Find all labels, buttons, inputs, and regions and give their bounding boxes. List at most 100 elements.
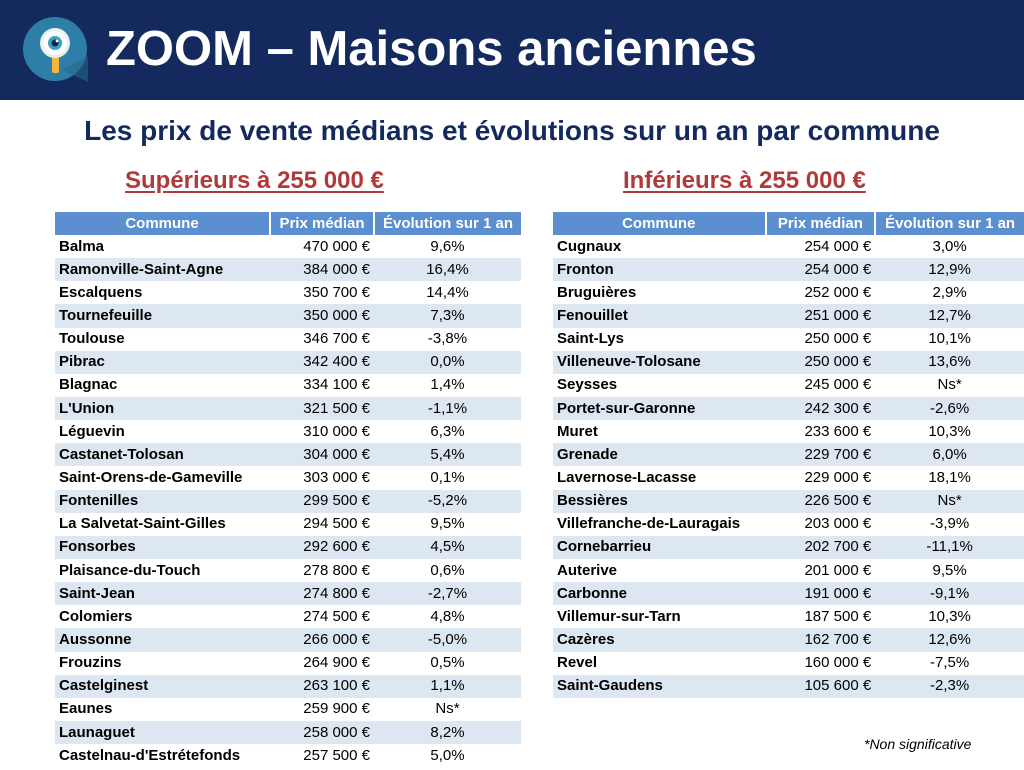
cell-commune: Fronton	[553, 258, 766, 282]
page-subtitle: Les prix de vente médians et évolutions …	[84, 115, 940, 146]
cell-evolution: 10,1%	[875, 327, 1024, 351]
cell-commune: Castelginest	[55, 674, 270, 698]
table-row: La Salvetat-Saint-Gilles 294 500 €9,5%	[55, 512, 521, 536]
cell-prix: 334 100 €	[270, 373, 374, 397]
table-row: Auterive 201 000 €9,5%	[553, 558, 1024, 583]
table-row: Cazères 162 700 €12,6%	[553, 628, 1024, 652]
table-row: Ramonville-Saint-Agne 384 000 €16,4%	[55, 258, 521, 282]
cell-prix: 321 500 €	[270, 396, 374, 421]
cell-commune: Seysses	[553, 373, 766, 397]
cell-prix: 274 800 €	[270, 582, 374, 606]
cell-commune: Castelnau-d'Estrétefonds	[55, 744, 270, 768]
cell-evolution: 6,3%	[374, 420, 521, 444]
table-row: Fontenilles 299 500 € -5,2%	[55, 489, 521, 513]
table-row: Saint-Orens-de-Gameville 303 000 €0,1%	[55, 466, 521, 490]
table-row: Villefranche-de-Lauragais 203 000 € -3,9%	[553, 512, 1024, 536]
cell-evolution: 0,5%	[374, 651, 521, 675]
cell-evolution: -7,5%	[875, 651, 1024, 675]
cell-commune: Carbonne	[553, 582, 766, 606]
cell-evolution: 12,7%	[875, 304, 1024, 328]
cell-prix: 258 000 €	[270, 720, 374, 745]
table-row: Muret 233 600 €10,3%	[553, 420, 1024, 444]
cell-prix: 292 600 €	[270, 535, 374, 559]
cell-evolution: 1,1%	[374, 674, 521, 698]
cell-prix: 201 000 €	[765, 558, 876, 583]
cell-prix: 250 000 €	[765, 327, 876, 351]
footnote: *Non significative	[864, 736, 972, 752]
cell-commune: Balma	[55, 235, 270, 259]
cell-prix: 191 000 €	[765, 582, 876, 606]
column-header-evolution: Évolution sur 1 an	[875, 212, 1024, 235]
cell-commune: Fenouillet	[553, 304, 766, 328]
cell-evolution: -9,1%	[875, 582, 1024, 606]
cell-commune: Tournefeuille	[55, 304, 270, 328]
cell-commune: Fonsorbes	[55, 535, 270, 559]
table-header-row: Commune Prix médian Évolution sur 1 an	[553, 212, 1024, 235]
table-row: Revel 160 000 € -7,5%	[553, 651, 1024, 675]
cell-commune: Escalquens	[55, 281, 270, 305]
cell-prix: 105 600 €	[765, 674, 876, 698]
cell-evolution: 0,0%	[374, 350, 521, 374]
cell-prix: 160 000 €	[765, 651, 876, 675]
cell-evolution: Ns*	[875, 489, 1024, 513]
cell-prix: 254 000 €	[765, 258, 876, 282]
cell-prix: 266 000 €	[270, 628, 374, 652]
cell-commune: Villefranche-de-Lauragais	[553, 512, 766, 536]
table-row: Carbonne 191 000 € -9,1%	[553, 582, 1024, 606]
cell-evolution: 16,4%	[374, 258, 521, 282]
table-row: Fronton 254 000 €12,9%	[553, 258, 1024, 282]
table-row: Aussonne 266 000 € -5,0%	[55, 628, 521, 652]
table-header-row: Commune Prix médian Évolution sur 1 an	[55, 212, 521, 235]
cell-prix: 187 500 €	[765, 605, 876, 629]
table-row: Léguevin 310 000 €6,3%	[55, 420, 521, 444]
table-row: Bruguières 252 000 €2,9%	[553, 281, 1024, 305]
cell-prix: 242 300 €	[765, 396, 876, 421]
cell-evolution: 12,6%	[875, 628, 1024, 652]
table-row: Castanet-Tolosan 304 000 €5,4%	[55, 443, 521, 467]
cell-evolution: 10,3%	[875, 605, 1024, 629]
table-row: Villeneuve-Tolosane 250 000 €13,6%	[553, 350, 1024, 374]
right-section-title: Inférieurs à 255 000 €	[623, 167, 866, 194]
cell-commune: Léguevin	[55, 420, 270, 444]
cell-prix: 245 000 €	[765, 373, 876, 397]
table-row: Tournefeuille 350 000 €7,3%	[55, 304, 521, 328]
cell-commune: Cazères	[553, 628, 766, 652]
cell-evolution: 6,0%	[875, 443, 1024, 467]
cell-evolution: 13,6%	[875, 350, 1024, 374]
cell-prix: 350 700 €	[270, 281, 374, 305]
table-row: Castelginest 263 100 €1,1%	[55, 674, 521, 698]
cell-evolution: 7,3%	[374, 304, 521, 328]
cell-prix: 274 500 €	[270, 605, 374, 629]
table-row: Balma 470 000 €9,6%	[55, 235, 521, 259]
table-row: Frouzins 264 900 €0,5%	[55, 651, 521, 675]
table-row: L'Union 321 500 € -1,1%	[55, 396, 521, 421]
cell-commune: Fontenilles	[55, 489, 270, 513]
cell-commune: Plaisance-du-Touch	[55, 558, 270, 583]
column-header-prix: Prix médian	[270, 212, 375, 235]
cell-evolution: 1,4%	[374, 373, 521, 397]
table-row: Lavernose-Lacasse 229 000 €18,1%	[553, 466, 1024, 490]
table-row: Saint-Jean 274 800 € -2,7%	[55, 582, 521, 606]
column-header-evolution: Évolution sur 1 an	[374, 212, 521, 235]
cell-commune: Toulouse	[55, 327, 270, 351]
cell-prix: 294 500 €	[270, 512, 374, 536]
cell-prix: 259 900 €	[270, 697, 374, 721]
cell-prix: 263 100 €	[270, 674, 374, 698]
table-row: Saint-Gaudens 105 600 € -2,3%	[553, 674, 1024, 698]
table-row: Eaunes 259 900 € Ns*	[55, 697, 521, 721]
cell-evolution: 4,5%	[374, 535, 521, 559]
cell-commune: Revel	[553, 651, 766, 675]
cell-evolution: -3,9%	[875, 512, 1024, 536]
cell-commune: Castanet-Tolosan	[55, 443, 270, 467]
cell-commune: Saint-Lys	[553, 327, 766, 351]
table-body: Cugnaux 254 000 €3,0% Fronton 254 000 €12,9…	[553, 235, 1024, 698]
table-row: Bessières 226 500 € Ns*	[553, 489, 1024, 513]
table-row: Launaguet 258 000 €8,2%	[55, 720, 521, 745]
table-row: Castelnau-d'Estrétefonds 257 500 €5,0%	[55, 744, 521, 768]
cell-prix: 233 600 €	[765, 420, 876, 444]
table-row: Escalquens 350 700 €14,4%	[55, 281, 521, 305]
table-row: Fenouillet 251 000 €12,7%	[553, 304, 1024, 328]
cell-prix: 299 500 €	[270, 489, 374, 513]
table-row: Fonsorbes 292 600 €4,5%	[55, 535, 521, 559]
table-row: Cornebarrieu 202 700 € -11,1%	[553, 535, 1024, 559]
